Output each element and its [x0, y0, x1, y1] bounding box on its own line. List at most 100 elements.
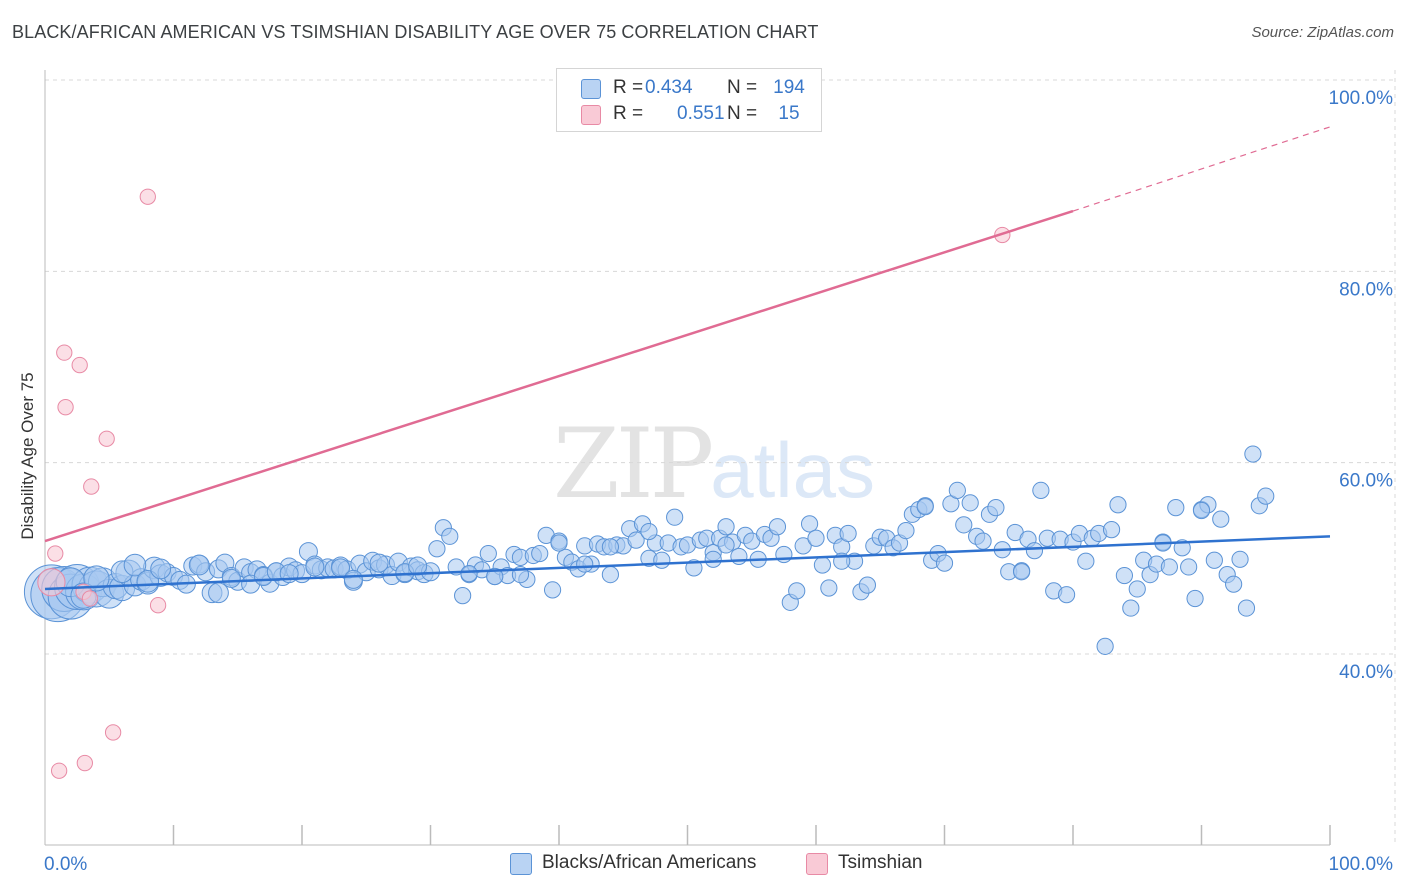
data-point-blacks — [479, 544, 497, 563]
data-point-blacks — [1167, 499, 1185, 517]
legend-r-value: 0.434 — [645, 77, 693, 98]
data-point-blacks — [408, 556, 428, 576]
data-point-blacks — [188, 554, 210, 576]
data-point-blacks — [775, 545, 793, 564]
data-point-blacks — [601, 538, 620, 556]
data-point-blacks — [813, 556, 832, 574]
data-point-blacks — [576, 555, 594, 573]
data-point-blacks — [987, 499, 1005, 517]
chart-title: BLACK/AFRICAN AMERICAN VS TSIMSHIAN DISA… — [12, 22, 819, 42]
data-point-blacks — [653, 551, 671, 569]
trend-lines — [44, 126, 1331, 591]
data-point-blacks — [1057, 586, 1076, 604]
data-point-blacks — [1180, 558, 1198, 576]
data-point-blacks — [916, 498, 934, 516]
legend-r-value: 0.551 — [677, 103, 725, 124]
data-point-tsimshian — [81, 590, 99, 607]
legend-r-label: R = — [613, 77, 644, 98]
data-point-blacks — [1231, 550, 1249, 568]
data-point-blacks — [717, 518, 735, 536]
trend-line-tsimshian — [44, 209, 1074, 543]
data-point-blacks — [1077, 552, 1095, 570]
data-point-blacks — [1237, 599, 1256, 617]
x-tick-label: 0.0% — [44, 854, 87, 875]
source-label: Source: ZipAtlas.com — [1251, 24, 1394, 41]
data-point-blacks — [123, 553, 147, 577]
data-point-blacks — [454, 587, 472, 605]
data-point-blacks — [768, 518, 787, 536]
series-blacks-points — [23, 445, 1275, 655]
data-point-tsimshian — [71, 356, 88, 374]
data-point-blacks — [640, 522, 658, 541]
data-point-tsimshian — [37, 568, 66, 597]
axes — [44, 70, 1331, 846]
data-point-blacks — [1212, 510, 1230, 528]
data-point-tsimshian — [83, 478, 100, 495]
data-point-tsimshian — [56, 344, 73, 361]
data-point-blacks — [1102, 521, 1121, 539]
data-point-blacks — [1160, 558, 1178, 576]
data-point-blacks — [305, 557, 325, 577]
data-point-blacks — [221, 568, 241, 588]
data-point-blacks — [704, 550, 722, 568]
data-point-blacks — [369, 553, 389, 573]
data-point-blacks — [961, 494, 979, 512]
data-point-blacks — [1244, 445, 1262, 463]
data-point-blacks — [974, 532, 992, 550]
data-point-blacks — [897, 521, 915, 540]
data-point-blacks — [1096, 637, 1114, 655]
data-point-blacks — [1186, 589, 1204, 608]
legend-swatch-pink — [581, 105, 601, 125]
trend-line-tsimshian-extension — [1072, 126, 1331, 212]
data-point-tsimshian — [50, 762, 68, 779]
correlation-legend: R = 0.434 N = 194 R = 0.551 N = 15 — [556, 68, 822, 132]
watermark: ZIPatlas — [553, 408, 875, 520]
axis-labels: 40.0% 60.0% 80.0% 100.0% 0.0% 100.0% Disabilit… — [18, 88, 1393, 875]
data-point-tsimshian — [104, 724, 122, 741]
data-point-blacks — [531, 544, 549, 563]
data-point-blacks — [1013, 563, 1031, 581]
data-point-blacks — [441, 527, 459, 545]
data-point-blacks — [955, 516, 973, 534]
data-point-blacks — [794, 537, 812, 555]
legend-swatch-pink — [806, 853, 828, 875]
data-point-blacks — [601, 565, 620, 584]
data-point-blacks — [543, 581, 562, 599]
data-point-blacks — [343, 569, 363, 589]
data-point-blacks — [800, 515, 819, 533]
data-point-blacks — [550, 534, 568, 552]
legend-n-label: N = — [727, 103, 758, 124]
legend-label-blacks: Blacks/African Americans — [542, 852, 757, 873]
data-point-blacks — [1109, 496, 1127, 514]
data-point-blacks — [1115, 566, 1134, 585]
legend-n-label: N = — [727, 77, 758, 98]
data-point-tsimshian — [139, 188, 156, 205]
legend-n-value: 194 — [773, 77, 805, 98]
data-point-blacks — [948, 481, 966, 500]
data-point-blacks — [428, 540, 446, 558]
legend-n-value: 15 — [778, 103, 800, 124]
data-point-tsimshian — [98, 430, 115, 447]
data-point-blacks — [730, 547, 748, 566]
y-tick-label: 40.0% — [1339, 662, 1393, 683]
data-point-tsimshian — [76, 754, 93, 772]
legend-label-tsimshian: Tsimshian — [838, 852, 923, 873]
data-point-blacks — [1205, 551, 1223, 569]
data-point-blacks — [858, 576, 877, 594]
data-point-blacks — [1122, 599, 1140, 617]
data-point-blacks — [486, 567, 504, 586]
data-point-blacks — [820, 579, 838, 597]
x-tick-label: 100.0% — [1329, 854, 1394, 875]
data-point-blacks — [1257, 487, 1275, 505]
watermark-zip: ZIP — [553, 408, 714, 520]
y-tick-label: 100.0% — [1329, 88, 1394, 109]
data-point-blacks — [685, 559, 703, 577]
watermark-atlas: atlas — [710, 426, 875, 514]
data-point-blacks — [83, 565, 110, 592]
data-point-tsimshian — [149, 597, 167, 614]
data-point-blacks — [788, 582, 806, 600]
y-tick-label: 60.0% — [1339, 471, 1393, 492]
data-point-blacks — [627, 531, 645, 549]
data-point-blacks — [935, 554, 954, 572]
